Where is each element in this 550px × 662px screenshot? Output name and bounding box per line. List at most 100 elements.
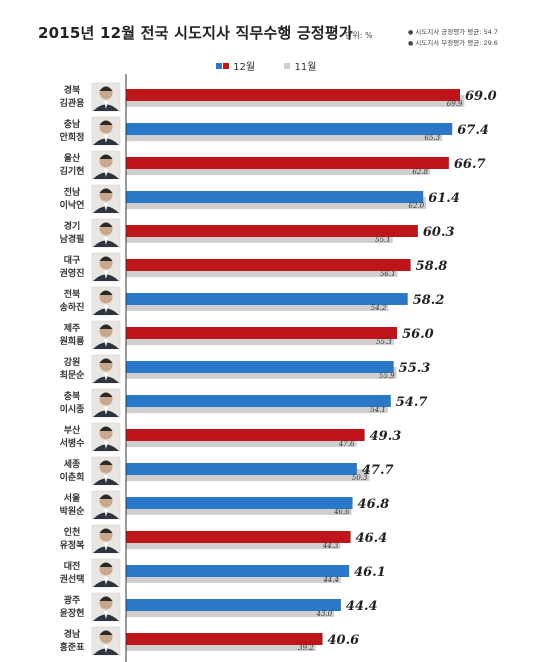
region-label: 충북 (64, 390, 81, 402)
value-label-nov: 55.3 (376, 338, 392, 346)
bar-dec (126, 565, 350, 577)
region-label: 세종 (64, 458, 81, 470)
governor-label: 권선택 (60, 573, 85, 585)
bar-dec (126, 497, 353, 509)
governor-portrait (91, 558, 121, 588)
value-label-dec: 56.0 (402, 327, 434, 342)
value-label-nov: 69.9 (447, 100, 463, 108)
governor-label: 이시종 (60, 403, 85, 415)
positive-average-note: ● 시도지사 긍정평가 평균: 54.7 (408, 28, 498, 36)
governor-portrait (91, 490, 121, 520)
bar-dec (126, 327, 398, 339)
governor-label: 원희룡 (60, 335, 85, 347)
value-label-dec: 67.4 (457, 123, 489, 138)
value-label-dec: 58.2 (413, 293, 445, 308)
legend-swatch-blue (216, 63, 222, 69)
governor-portrait (91, 252, 121, 282)
governor-label: 김기현 (60, 165, 85, 177)
bar-dec (126, 157, 449, 169)
governor-portrait (91, 422, 121, 452)
bar-dec (126, 225, 418, 237)
value-label-nov: 44.3 (322, 542, 339, 550)
value-label-dec: 49.3 (370, 429, 402, 444)
value-label-nov: 62.0 (409, 202, 425, 210)
value-label-dec: 44.4 (346, 599, 378, 614)
bar-dec (126, 633, 323, 645)
value-label-dec: 46.1 (354, 565, 386, 580)
governor-portrait (91, 592, 121, 622)
average-notes: ● 시도지사 긍정평가 평균: 54.7 ● 시도지사 부정평가 평균: 29.6 (408, 27, 498, 49)
region-label: 경남 (64, 628, 81, 640)
value-label-dec: 61.4 (428, 191, 460, 206)
bar-dec (126, 89, 460, 101)
value-label-dec: 66.7 (454, 157, 486, 172)
region-label: 부산 (64, 424, 81, 436)
governor-portrait (91, 150, 121, 180)
bar-dec (126, 531, 351, 543)
value-label-dec: 55.3 (399, 361, 431, 376)
governor-portrait (91, 116, 121, 146)
region-label: 울산 (64, 152, 81, 164)
value-label-nov: 50.3 (352, 474, 368, 482)
legend-swatch-red (223, 63, 229, 69)
legend-label-dec: 12월 (233, 62, 256, 73)
region-label: 전남 (64, 186, 81, 198)
governor-portrait (91, 320, 121, 350)
governor-label: 남경필 (60, 233, 85, 245)
governor-portrait (91, 388, 121, 418)
legend-item-nov: 11월 (284, 58, 316, 73)
governor-portrait (91, 456, 121, 486)
value-label-nov: 54.2 (371, 304, 387, 312)
value-label-nov: 44.4 (322, 576, 339, 584)
value-label-dec: 40.6 (328, 633, 360, 648)
region-label: 광주 (64, 594, 81, 606)
governor-label: 이춘희 (60, 471, 85, 483)
value-label-nov: 43.0 (316, 610, 333, 618)
bar-dec (126, 361, 394, 373)
value-label-dec: 58.8 (416, 259, 448, 274)
region-label: 서울 (64, 492, 81, 504)
region-label: 대구 (64, 254, 81, 266)
value-label-dec: 69.0 (465, 89, 497, 104)
governor-portrait (91, 218, 121, 248)
legend-label-nov: 11월 (294, 62, 317, 73)
value-label-dec: 60.3 (423, 225, 455, 240)
bar-dec (126, 395, 391, 407)
chart-title: 2015년 12월 전국 시도지사 직무수행 긍정평가 (38, 24, 353, 42)
value-label-dec: 47.7 (362, 463, 394, 478)
unit-label: 단위: % (345, 31, 373, 40)
chart-legend: 12월 11월 (216, 58, 342, 73)
governor-portrait (91, 82, 121, 112)
governor-label: 박원순 (60, 505, 85, 517)
region-label: 충남 (64, 118, 81, 130)
governor-label: 유정복 (60, 539, 85, 551)
region-label: 전북 (64, 288, 81, 300)
region-label: 제주 (64, 322, 81, 334)
bar-dec (126, 259, 411, 271)
governor-portrait (91, 286, 121, 316)
value-label-nov: 47.6 (338, 440, 355, 448)
governor-label: 권영진 (60, 267, 85, 279)
region-label: 경북 (64, 84, 81, 96)
bar-dec (126, 463, 357, 475)
governor-portrait (91, 184, 121, 214)
value-label-nov: 46.6 (333, 508, 350, 516)
region-label: 경기 (64, 220, 81, 232)
legend-swatch-gray (284, 63, 291, 69)
governor-label: 서병수 (60, 437, 85, 449)
value-label-nov: 62.8 (412, 168, 428, 176)
governor-label: 최문순 (60, 369, 85, 381)
governor-label: 윤장현 (60, 607, 85, 619)
governor-portrait (91, 524, 121, 554)
bar-dec (126, 123, 453, 135)
bar-dec (126, 429, 365, 441)
governor-label: 송하진 (60, 301, 85, 313)
legend-item-dec: 12월 (216, 58, 255, 73)
value-label-dec: 54.7 (396, 395, 428, 410)
value-label-nov: 39.2 (298, 644, 314, 652)
region-label: 인천 (64, 527, 81, 538)
bar-dec (126, 191, 424, 203)
value-label-nov: 55.9 (379, 372, 395, 380)
